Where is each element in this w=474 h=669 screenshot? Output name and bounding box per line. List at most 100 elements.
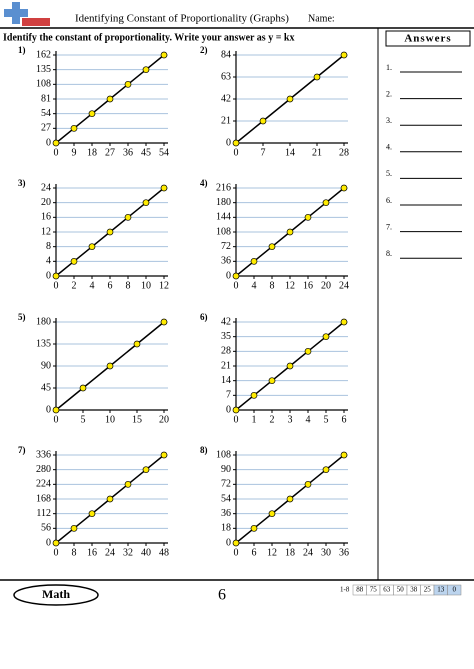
point [322,333,330,341]
point [340,318,348,326]
point [304,213,312,221]
point [124,80,132,88]
point [52,272,60,280]
x-tick-label: 6 [252,547,257,558]
point [340,451,348,459]
question-number: 6) [200,312,208,322]
x-tick-label: 20 [321,280,331,291]
y-tick-label: 162 [36,49,51,60]
y-tick-label: 108 [216,226,231,237]
y-tick-label: 135 [36,64,51,75]
x-tick-label: 0 [54,147,59,158]
score: 88 [356,586,364,594]
x-tick-label: 6 [342,414,347,425]
y-tick-label: 180 [216,197,231,208]
y-tick-label: 90 [221,464,231,475]
y-tick-label: 0 [46,404,51,415]
answer-number: 8. [386,249,392,258]
x-tick-label: 8 [126,280,131,291]
point [106,362,114,370]
x-tick-label: 10 [141,280,151,291]
answer-number: 3. [386,116,392,125]
answers-title: Answers [404,33,451,45]
score: 25 [424,586,432,594]
point [259,117,267,125]
score-label: 1-8 [340,586,350,594]
score-cell [447,584,462,596]
y-tick-label: 84 [221,49,231,60]
x-tick-label: 3 [288,414,293,425]
x-tick-label: 15 [132,414,142,425]
point [286,362,294,370]
x-tick-label: 45 [141,147,151,158]
y-tick-label: 72 [221,241,231,252]
x-tick-label: 20 [159,414,169,425]
x-tick-label: 4 [252,280,257,291]
y-tick-label: 28 [221,346,231,357]
point [142,466,150,474]
y-tick-label: 21 [221,115,231,126]
point [52,539,60,547]
x-tick-label: 24 [339,280,349,291]
point [70,124,78,132]
y-tick-label: 336 [36,449,51,460]
x-tick-label: 16 [87,547,97,558]
y-tick-label: 81 [41,93,51,104]
answer-number: 7. [386,222,392,231]
point [340,51,348,59]
y-tick-label: 108 [216,449,231,460]
y-tick-label: 16 [41,212,51,223]
point [232,539,240,547]
x-tick-label: 24 [303,547,313,558]
y-tick-label: 0 [226,270,231,281]
x-tick-label: 0 [234,147,239,158]
y-tick-label: 8 [46,241,51,252]
y-tick-label: 21 [221,360,231,371]
point [70,257,78,265]
x-tick-label: 5 [324,414,329,425]
x-tick-label: 0 [234,414,239,425]
point [268,243,276,251]
y-tick-label: 36 [221,256,231,267]
y-tick-label: 4 [46,256,51,267]
point [52,406,60,414]
point [286,228,294,236]
name-label: Name: [308,13,335,24]
x-tick-label: 0 [54,414,59,425]
point [313,73,321,81]
point [304,480,312,488]
y-tick-label: 144 [216,212,231,223]
y-tick-label: 72 [221,479,231,490]
y-tick-label: 112 [36,508,51,519]
point [106,495,114,503]
y-tick-label: 54 [41,108,51,119]
x-tick-label: 4 [90,280,95,291]
point [88,243,96,251]
point [322,466,330,474]
point [232,406,240,414]
y-tick-label: 0 [46,270,51,281]
point [142,66,150,74]
point [268,377,276,385]
x-tick-label: 1 [252,414,257,425]
y-tick-label: 45 [41,382,51,393]
score: 63 [383,586,391,594]
y-tick-label: 0 [226,137,231,148]
point [304,347,312,355]
point [79,384,87,392]
point [160,184,168,192]
y-tick-label: 0 [226,537,231,548]
x-tick-label: 27 [105,147,115,158]
x-tick-label: 0 [54,280,59,291]
point [286,495,294,503]
answers-box [385,30,471,47]
title: Identifying Constant of Proportionality … [75,13,289,25]
question-number: 7) [18,445,26,455]
y-tick-label: 216 [216,182,231,193]
y-tick-label: 108 [36,79,51,90]
point [133,340,141,348]
x-tick-label: 0 [234,280,239,291]
question-number: 1) [18,45,26,55]
